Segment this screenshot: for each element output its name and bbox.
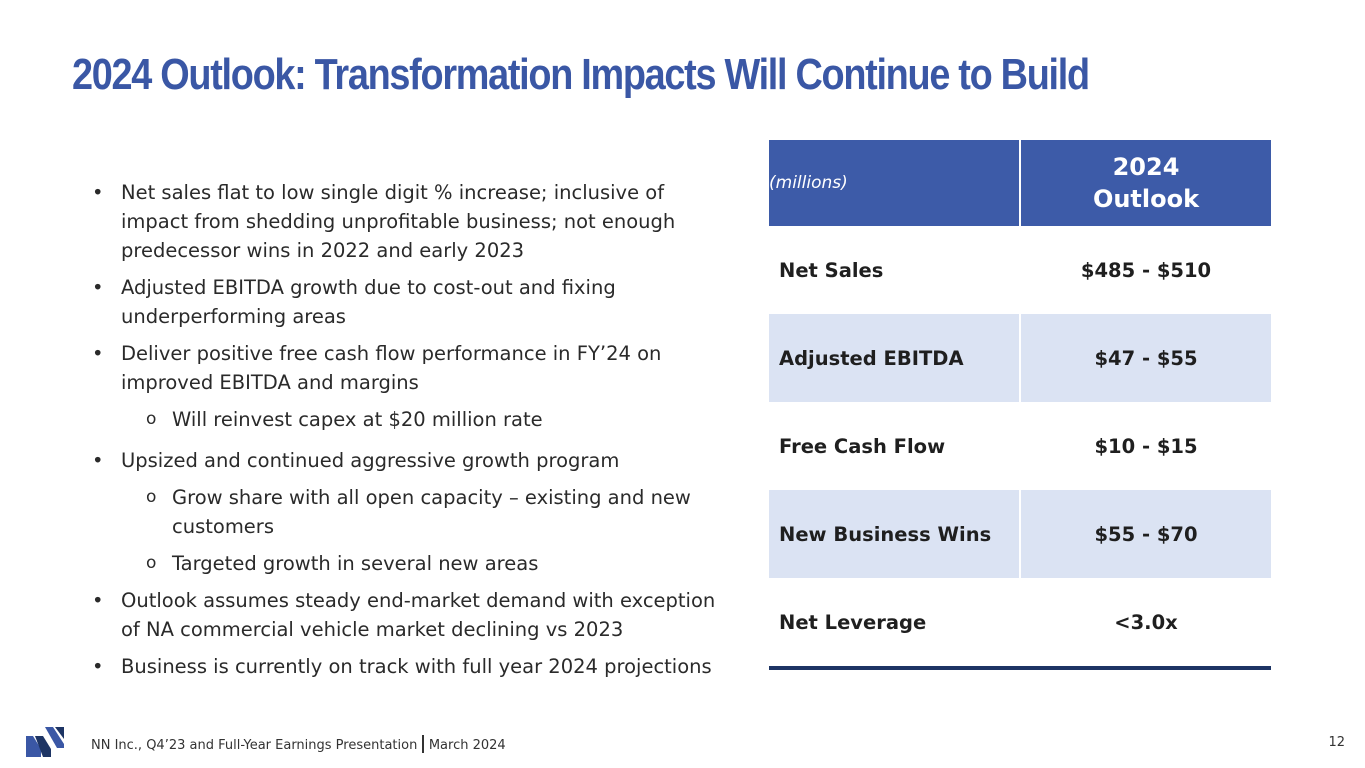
sub-bullet-circle-icon: o <box>146 487 157 507</box>
row-value: <3.0x <box>1019 578 1271 670</box>
footer-date: March 2024 <box>428 738 506 753</box>
bullet-text: Deliver positive free cash flow performa… <box>121 342 662 394</box>
sub-bullet-text: Grow share with all open capacity – exis… <box>172 486 691 538</box>
bullet-growth-program: • Upsized and continued aggressive growt… <box>90 446 730 475</box>
bullet-dot-icon: • <box>92 449 104 472</box>
slide-footer: NN Inc., Q4’23 and Full-Year Earnings Pr… <box>0 727 1365 760</box>
sub-bullet-text: Targeted growth in several new areas <box>172 552 539 575</box>
row-label: New Business Wins <box>769 490 1020 578</box>
table-header-row: (millions) 2024 Outlook <box>769 140 1271 226</box>
table-row-free-cash-flow: Free Cash Flow $10 - $15 <box>769 402 1271 490</box>
outlook-header-label: Outlook <box>1092 185 1200 213</box>
bullet-free-cash-flow: • Deliver positive free cash flow perfor… <box>90 339 730 397</box>
nn-logo-icon <box>26 727 64 757</box>
bullet-text: Adjusted EBITDA growth due to cost-out a… <box>121 276 616 328</box>
bullet-text: Business is currently on track with full… <box>121 655 712 678</box>
sub-bullet-targeted-growth: o Targeted growth in several new areas <box>90 549 730 578</box>
row-label: Net Leverage <box>769 578 1020 670</box>
bullet-text: Outlook assumes steady end-market demand… <box>121 589 716 641</box>
row-value: $55 - $70 <box>1019 490 1271 578</box>
row-label: Free Cash Flow <box>779 434 946 458</box>
bullet-dot-icon: • <box>92 655 104 678</box>
bullet-end-market: • Outlook assumes steady end-market dema… <box>90 586 730 644</box>
row-value: $485 - $510 <box>1019 226 1271 314</box>
bullet-list: • Net sales flat to low single digit % i… <box>90 178 730 689</box>
table-row-net-leverage: Net Leverage <3.0x <box>769 578 1271 670</box>
outlook-header: 2024 Outlook <box>1020 140 1271 226</box>
row-value: $10 - $15 <box>1019 402 1271 490</box>
bullet-on-track: • Business is currently on track with fu… <box>90 652 730 681</box>
sub-bullet-capex: o Will reinvest capex at $20 million rat… <box>90 405 730 434</box>
page-number: 12 <box>1328 735 1345 750</box>
footer-text: NN Inc., Q4’23 and Full-Year Earnings Pr… <box>91 735 506 753</box>
bullet-dot-icon: • <box>92 276 104 299</box>
row-value: $47 - $55 <box>1019 314 1271 402</box>
row-label: Net Sales <box>779 258 884 282</box>
row-label: Adjusted EBITDA <box>769 314 1020 402</box>
outlook-table: (millions) 2024 Outlook Net Sales $485 -… <box>769 140 1271 670</box>
bullet-dot-icon: • <box>92 342 104 365</box>
sub-bullet-circle-icon: o <box>146 409 157 429</box>
bullet-text: Upsized and continued aggressive growth … <box>121 449 620 472</box>
table-row-new-business-wins: New Business Wins $55 - $70 <box>769 490 1271 578</box>
bullet-dot-icon: • <box>92 589 104 612</box>
sub-bullet-circle-icon: o <box>146 553 157 573</box>
sub-bullet-text: Will reinvest capex at $20 million rate <box>172 408 543 431</box>
table-row-adjusted-ebitda: Adjusted EBITDA $47 - $55 <box>769 314 1271 402</box>
table-row-net-sales: Net Sales $485 - $510 <box>769 226 1271 314</box>
footer-presentation-title: NN Inc., Q4’23 and Full-Year Earnings Pr… <box>91 738 418 753</box>
bullet-net-sales: • Net sales flat to low single digit % i… <box>90 178 730 265</box>
footer-separator <box>422 735 424 753</box>
unit-header: (millions) <box>769 140 1021 226</box>
bullet-dot-icon: • <box>92 181 104 204</box>
bullet-adjusted-ebitda: • Adjusted EBITDA growth due to cost-out… <box>90 273 730 331</box>
slide-title: 2024 Outlook: Transformation Impacts Wil… <box>72 50 1090 99</box>
outlook-header-year: 2024 <box>1112 153 1180 181</box>
bullet-text: Net sales flat to low single digit % inc… <box>121 181 676 262</box>
sub-bullet-grow-share: o Grow share with all open capacity – ex… <box>90 483 730 541</box>
